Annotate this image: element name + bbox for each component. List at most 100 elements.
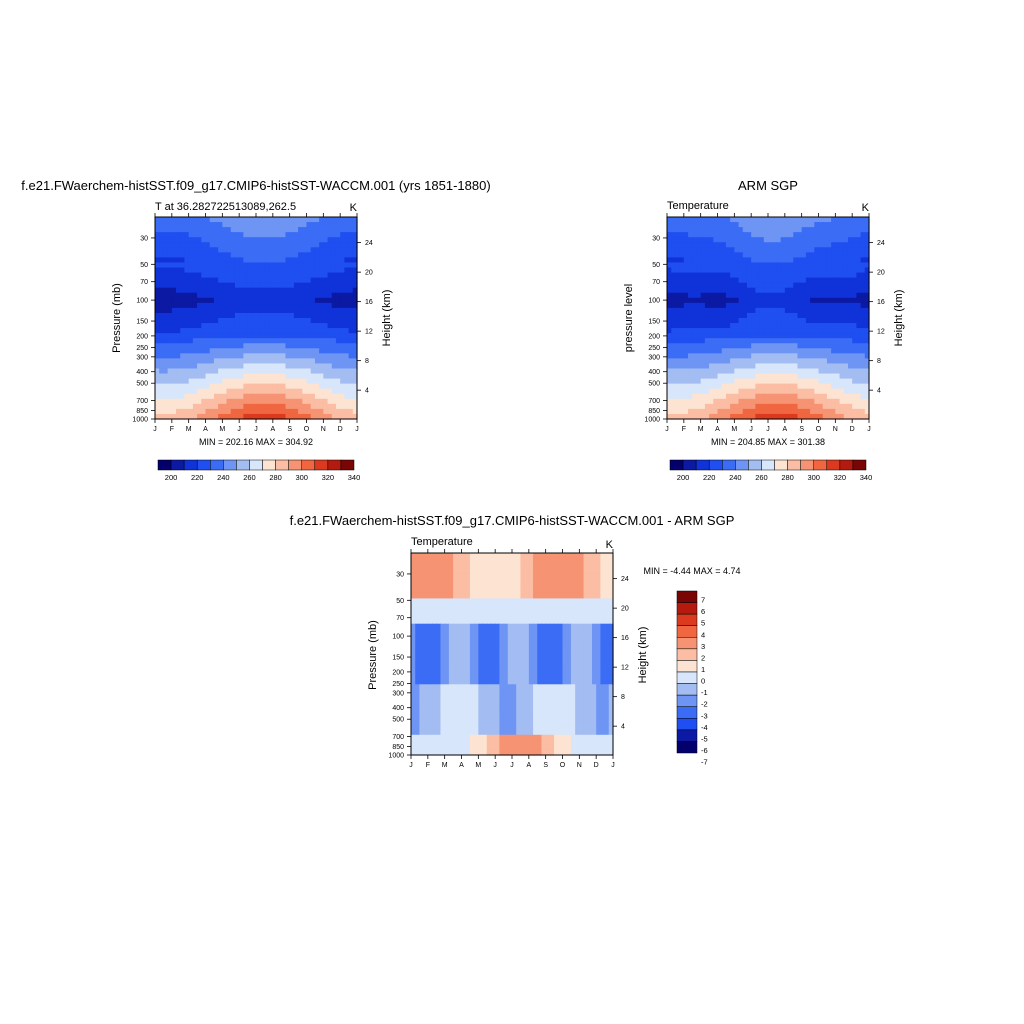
heatmap-cell (176, 363, 181, 370)
heatmap-cell (839, 353, 845, 359)
heatmap-cell (176, 237, 181, 243)
heatmap-cell (327, 333, 333, 339)
heatmap-cell (864, 267, 870, 274)
heatmap-cell (234, 217, 240, 223)
heatmap-cell (734, 333, 740, 339)
heatmap-cell (801, 363, 807, 370)
heatmap-cell (587, 623, 593, 630)
heatmap-cell (704, 393, 710, 400)
heatmap-cell (277, 348, 282, 354)
heatmap-cell (847, 343, 853, 349)
heatmap-cell (856, 353, 862, 359)
heatmap-cell (230, 237, 236, 243)
heatmap-cell (730, 398, 735, 405)
heatmap-cell (285, 252, 291, 258)
heatmap-cell (319, 348, 324, 354)
heatmap-cell (667, 222, 672, 228)
heatmap-cell (709, 408, 714, 415)
heatmap-cell (864, 292, 870, 299)
heatmap-cell (465, 578, 471, 584)
heatmap-cell (822, 282, 828, 289)
heatmap-cell (314, 338, 320, 344)
heatmap-cell (839, 368, 845, 375)
heatmap-cell (835, 302, 841, 309)
heatmap-cell (734, 343, 740, 349)
heatmap-cell (197, 257, 202, 264)
heatmap-cell (784, 403, 790, 410)
heatmap-cell (218, 373, 223, 380)
heatmap-cell (184, 333, 190, 339)
heatmap-cell (427, 643, 433, 650)
heatmap-cell (188, 333, 194, 339)
heatmap-cell (335, 272, 341, 279)
heatmap-cell (801, 353, 807, 359)
heatmap-cell (751, 338, 756, 344)
heatmap-cell (549, 568, 555, 574)
heatmap-cell (709, 398, 714, 405)
heatmap-cell (818, 222, 824, 228)
heatmap-cell (763, 358, 769, 365)
heatmap-cell (679, 307, 685, 314)
heatmap-cell (281, 323, 287, 329)
heatmap-cell (184, 398, 190, 405)
heatmap-cell (734, 353, 740, 359)
heatmap-cell (801, 348, 807, 354)
heatmap-cell (860, 242, 866, 248)
heatmap-cell (230, 292, 236, 299)
heatmap-cell (226, 343, 232, 349)
heatmap-cell (213, 343, 219, 349)
heatmap-cell (847, 222, 853, 228)
heatmap-cell (256, 393, 261, 400)
heatmap-cell (444, 588, 450, 594)
heatmap-cell (159, 398, 165, 405)
heatmap-cell (260, 307, 266, 314)
heatmap-cell (201, 383, 207, 390)
heatmap-cell (683, 267, 689, 274)
heatmap-cell (306, 262, 312, 269)
heatmap-cell (482, 603, 488, 610)
heatmap-cell (448, 563, 454, 569)
heatmap-cell (856, 227, 862, 233)
heatmap-cell (323, 217, 329, 223)
heatmap-cell (759, 323, 765, 329)
heatmap-cell (818, 368, 824, 375)
heatmap-cell (700, 307, 706, 314)
heatmap-cell (852, 232, 857, 238)
heatmap-cell (226, 378, 232, 385)
heatmap-cell (826, 343, 832, 349)
y-tick-label: 1000 (644, 417, 660, 424)
heatmap-cell (667, 282, 672, 289)
heatmap-cell (331, 413, 337, 420)
heatmap-cell (679, 302, 685, 309)
heatmap-cell (448, 603, 454, 610)
heatmap-cell (226, 408, 232, 415)
heatmap-cell (679, 403, 685, 410)
heatmap-cell (751, 348, 756, 354)
heatmap-cell (717, 302, 723, 309)
heatmap-cell (725, 398, 731, 405)
heatmap-cell (444, 598, 450, 605)
heatmap-cell (721, 252, 727, 258)
heatmap-cell (155, 408, 160, 415)
heatmap-cell (348, 282, 354, 289)
heatmap-cell (730, 323, 735, 329)
heatmap-cell (482, 578, 488, 584)
heatmap-cell (411, 588, 416, 594)
heatmap-cell (277, 353, 282, 359)
heatmap-cell (591, 618, 597, 625)
heatmap-cell (734, 403, 740, 410)
heatmap-cell (319, 333, 324, 339)
heatmap-cell (205, 413, 211, 420)
heatmap-cell (411, 643, 416, 650)
heatmap-cell (541, 633, 547, 640)
heatmap-cell (205, 217, 211, 223)
heatmap-cell (805, 257, 811, 264)
heatmap-cell (277, 217, 282, 223)
heatmap-cell (319, 237, 324, 243)
heatmap-cell (667, 277, 672, 284)
heatmap-cell (159, 252, 165, 258)
heatmap-cell (331, 403, 337, 410)
heatmap-cell (843, 302, 849, 309)
heatmap-cell (188, 262, 194, 269)
heatmap-cell (436, 583, 442, 589)
